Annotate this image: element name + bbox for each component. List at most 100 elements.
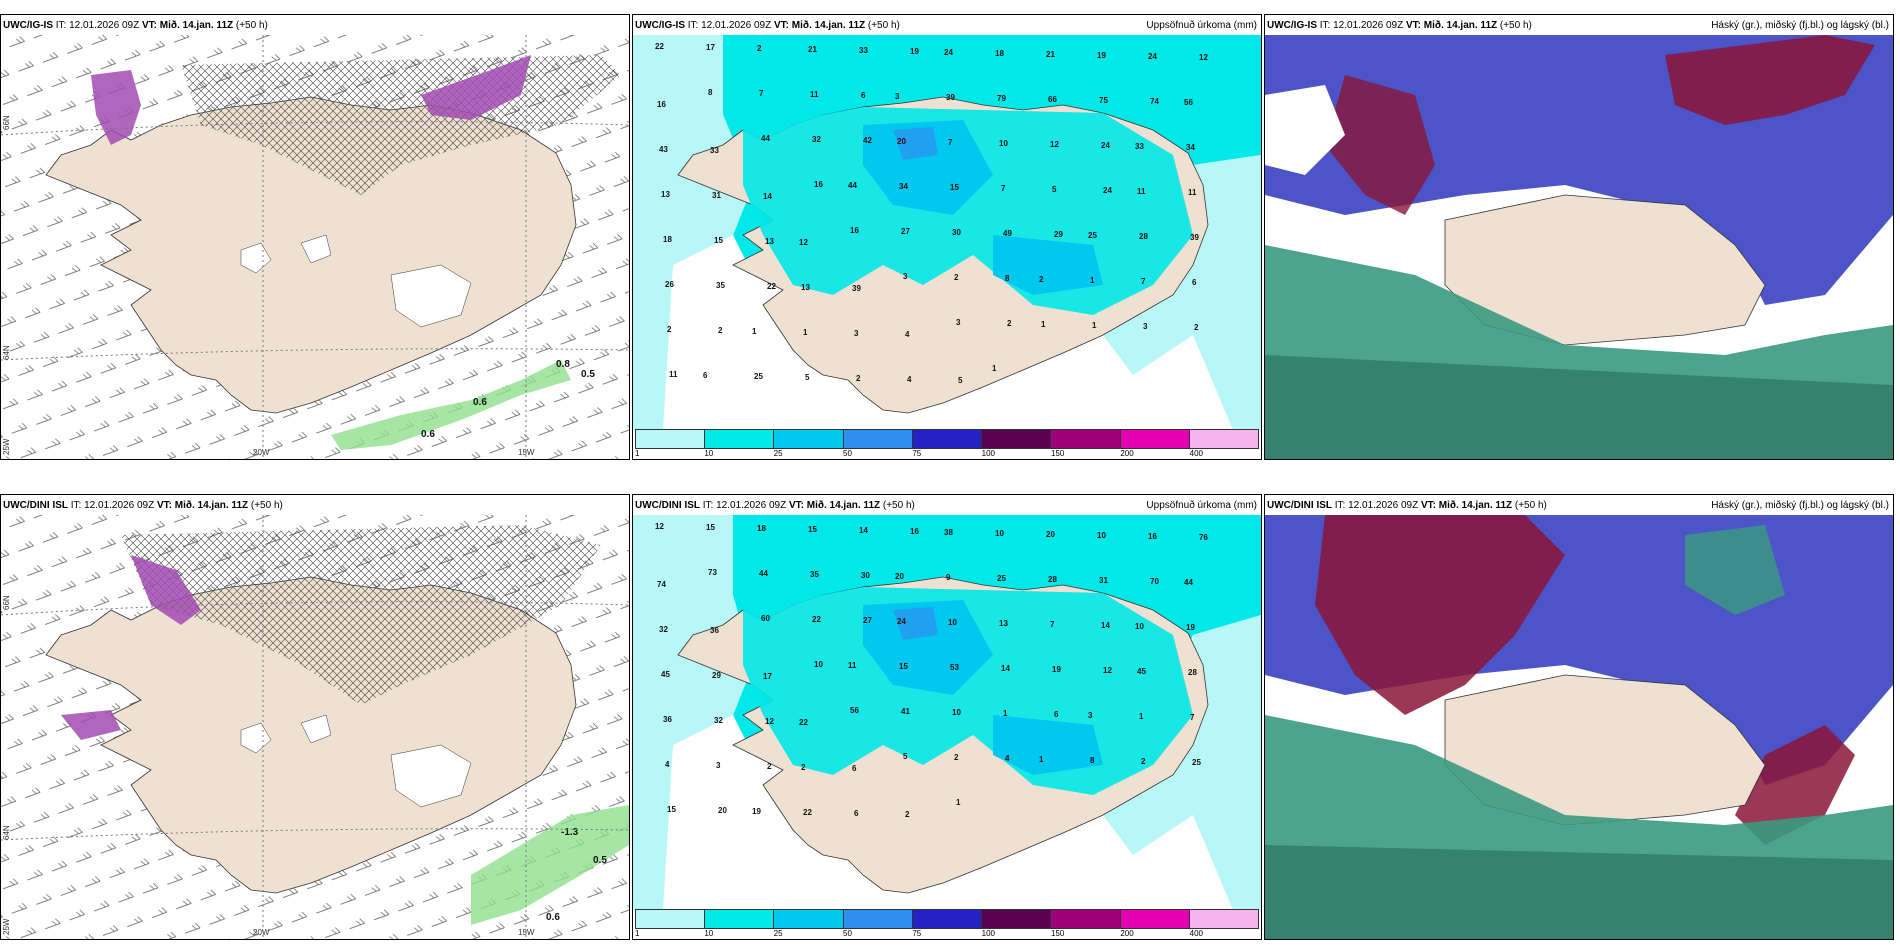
precip-value: 5 (903, 752, 908, 761)
legend-tick: 200 (1120, 449, 1134, 458)
lead-time: (+50 h) (867, 20, 900, 31)
precip-panel-top: UWC/IG-IS IT: 12.01.2026 09Z VT: Mið. 14… (632, 14, 1262, 460)
precip-value: 8 (708, 88, 713, 97)
precip-value: 6 (703, 371, 708, 380)
model-name: UWC/DINI ISL (635, 500, 700, 511)
precip-value: 14 (763, 192, 772, 201)
precip-value: 2 (718, 326, 723, 335)
precip-value: 28 (1139, 232, 1148, 241)
precip-value: 15 (706, 523, 715, 532)
precip-value: 12 (1199, 53, 1208, 62)
precip-value: 1 (1041, 320, 1046, 329)
legend-tick: 25 (773, 929, 783, 938)
legend-swatch (705, 430, 775, 448)
precip-value: 18 (663, 235, 672, 244)
precip-core-3 (893, 607, 938, 640)
precip-green (331, 360, 571, 450)
cloud-low-dark (1265, 355, 1893, 459)
panel-header: UWC/IG-IS IT: 12.01.2026 09Z VT: Mið. 14… (635, 18, 1257, 33)
precip-value: 45 (661, 670, 670, 679)
icecap-3 (390, 264, 472, 328)
valid-label: VT: (773, 20, 789, 31)
legend-bar (635, 429, 1259, 449)
precip-value: 25 (1088, 231, 1097, 240)
precip-value: 6 (1192, 278, 1197, 287)
precip-value: 29 (1054, 230, 1063, 239)
precip-value: 12 (1050, 140, 1059, 149)
precip-value: 19 (1097, 51, 1106, 60)
issue-time: IT: 12.01.2026 09Z (1319, 20, 1404, 31)
precip-map: 22 17 2 21 33 19 24 18 21 19 24 12 16 8 7 11 6 3 39 79 66 75 7… (633, 35, 1261, 430)
precip-value: 19 (910, 47, 919, 56)
valid-time: Mið. 14.jan. 11Z (159, 20, 234, 31)
model-name: UWC/IG-IS (1267, 20, 1317, 31)
icecap-2 (300, 714, 332, 744)
cloud-panel-top: UWC/IG-IS IT: 12.01.2026 09Z VT: Mið. 14… (1264, 14, 1894, 460)
cloud-map (1265, 35, 1893, 459)
precip-value: 3 (956, 318, 961, 327)
legend-tick: 50 (843, 929, 852, 938)
legend-ticks: 1 10 25 50 75 100 150 200 400 (635, 449, 1259, 459)
precip-value: 79 (997, 94, 1006, 103)
precip-value: 2 (856, 374, 861, 383)
precip-value: 33 (859, 46, 868, 55)
precip-value: 29 (712, 671, 721, 680)
precip-sea-light (633, 35, 753, 430)
precip-core-2 (993, 715, 1103, 775)
precip-value: 7 (1141, 277, 1146, 286)
precip-value: 39 (946, 93, 955, 102)
precip-value: 1 (1139, 712, 1144, 721)
precip-value: 19 (1052, 665, 1061, 674)
precip-value: 15 (899, 662, 908, 671)
precip-core (863, 600, 993, 695)
wind-map: 0.8 0.5 0.6 0.6 66N 64N 25W 20W 15W (1, 35, 629, 459)
legend-tick: 1 (635, 449, 640, 458)
icecap-3 (390, 744, 472, 808)
precip-value: 4 (1005, 754, 1010, 763)
precip-value: 11 (848, 661, 857, 670)
precip-value: 70 (1150, 577, 1159, 586)
precip-value: 2 (954, 273, 959, 282)
precip-value: 16 (850, 226, 859, 235)
precip-value: 22 (812, 615, 821, 624)
precip-value: 30 (861, 571, 870, 580)
precip-value: 24 (1103, 186, 1112, 195)
model-name: UWC/IG-IS (3, 20, 53, 31)
precip-value: 44 (1184, 578, 1193, 587)
cloud-white-1 (1265, 85, 1345, 175)
precip-value: 10 (999, 139, 1008, 148)
legend-tick: 150 (1051, 929, 1065, 938)
precip-value: 66 (1048, 95, 1057, 104)
precip-value: 3 (1088, 711, 1093, 720)
precip-purple-2 (421, 55, 531, 120)
precip-value: 16 (657, 100, 666, 109)
legend-tick: 400 (1189, 929, 1204, 938)
precip-value: 2 (667, 325, 672, 334)
precip-value: 73 (708, 568, 717, 577)
precip-value: 2 (767, 762, 772, 771)
precip-value: 14 (1001, 664, 1010, 673)
precip-value: 2 (905, 810, 910, 819)
wind-label: -1.3 (561, 827, 579, 838)
lon-label: 25W (2, 918, 11, 935)
precip-value: 3 (903, 272, 908, 281)
precip-value: 15 (667, 805, 676, 814)
precip-value: 60 (761, 614, 770, 623)
wind-map-svg: -1.3 0.5 0.6 66N 64N 25W 20W 15W (1, 515, 629, 939)
precip-value: 1 (956, 798, 961, 807)
precip-value: 1 (752, 327, 757, 336)
precip-value: 21 (808, 45, 817, 54)
model-name: UWC/DINI ISL (3, 500, 68, 511)
precip-value: 12 (655, 522, 664, 531)
precip-value: 3 (854, 329, 859, 338)
legend-swatch (636, 910, 706, 928)
issue-time: IT: 12.01.2026 09Z (702, 500, 787, 511)
precip-value: 32 (659, 625, 668, 634)
precip-value: 22 (799, 718, 808, 727)
precip-value: 12 (1103, 666, 1112, 675)
precip-value: 7 (1001, 184, 1006, 193)
precip-value: 28 (1188, 668, 1197, 677)
precip-value: 15 (950, 183, 959, 192)
precip-legend: 1 10 25 50 75 100 150 200 400 (635, 429, 1259, 459)
